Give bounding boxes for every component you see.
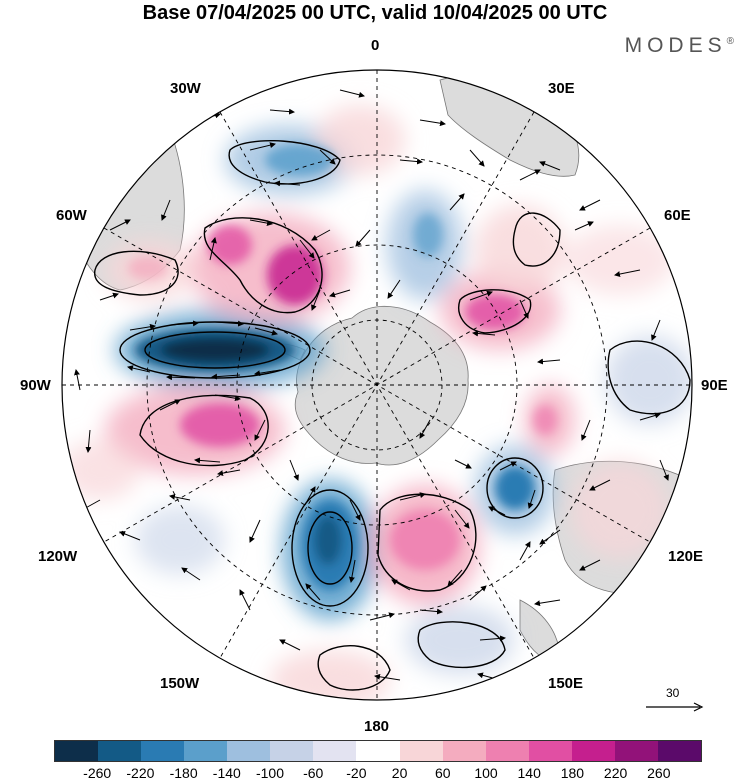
lon-label-90w: 90W	[20, 377, 51, 394]
lon-label-30e: 30E	[548, 80, 575, 97]
colorbar-swatch	[571, 741, 615, 761]
lon-label-150w: 150W	[160, 675, 200, 692]
colorbar-tick-label: 220	[603, 765, 628, 781]
wind-vectors	[74, 89, 669, 681]
colorbar-swatch	[55, 741, 99, 761]
lon-label-150e: 150E	[548, 675, 584, 692]
colorbar-tick-label: 180	[560, 765, 585, 781]
colorbar-tick-label: 260	[647, 765, 671, 781]
colorbar-tick-label: -260	[83, 765, 112, 781]
colorbar-swatch	[356, 741, 400, 761]
colorbar-swatch	[270, 741, 314, 761]
lon-label-60w: 60W	[56, 207, 87, 224]
lon-label-60e: 60E	[664, 207, 691, 224]
colorbar-swatch	[442, 741, 486, 761]
polar-map	[61, 69, 693, 701]
reference-arrow-icon	[646, 702, 704, 712]
colorbar-tick-label: 100	[474, 765, 498, 781]
anomaly-field	[62, 105, 692, 700]
colorbar-swatch	[657, 741, 701, 761]
colorbar	[54, 740, 702, 762]
lon-label-90e: 90E	[701, 377, 728, 394]
colorbar-swatch	[399, 741, 443, 761]
colorbar-tick-label: -20	[346, 765, 367, 781]
reference-vector-value: 30	[666, 686, 680, 700]
page-title: Base 07/04/2025 00 UTC, valid 10/04/2025…	[142, 2, 608, 24]
graticule	[62, 70, 692, 700]
colorbar-swatch	[184, 741, 228, 761]
colorbar-swatch	[98, 741, 142, 761]
map-boundary	[61, 69, 693, 701]
lon-label-120w: 120W	[38, 548, 78, 565]
colorbar-tick-label: 60	[435, 765, 451, 781]
colorbar-tick-label: -60	[303, 765, 324, 781]
colorbar-swatch	[141, 741, 185, 761]
anomaly-cores	[128, 144, 557, 590]
registered-mark: ®	[726, 36, 734, 47]
colorbar-swatch	[227, 741, 271, 761]
colorbar-tick-label: -140	[212, 765, 241, 781]
lon-label-180: 180	[364, 718, 390, 735]
colorbar-tick-label: -100	[255, 765, 285, 781]
colorbar-tick-label: 20	[391, 765, 408, 781]
colorbar-tick-label: -220	[126, 765, 155, 781]
colorbar-swatch	[528, 741, 572, 761]
lon-label-120e: 120E	[668, 548, 704, 565]
colorbar-tick-label: -180	[169, 765, 198, 781]
colorbar-swatch	[485, 741, 529, 761]
brand-name: MODES	[624, 34, 727, 57]
lon-label-30w: 30W	[170, 80, 201, 97]
modes-logo: MODES®	[625, 34, 734, 58]
lon-label-0: 0	[371, 37, 380, 54]
colorbar-swatch	[614, 741, 658, 761]
colorbar-tick-label: 140	[517, 765, 541, 781]
colorbar-swatch	[313, 741, 357, 761]
reference-vector: 30	[644, 686, 706, 716]
colorbar-ticks: -260 -220 -180 -140 -100 -60 -20 20 60 100 140 180 2…	[54, 764, 702, 782]
